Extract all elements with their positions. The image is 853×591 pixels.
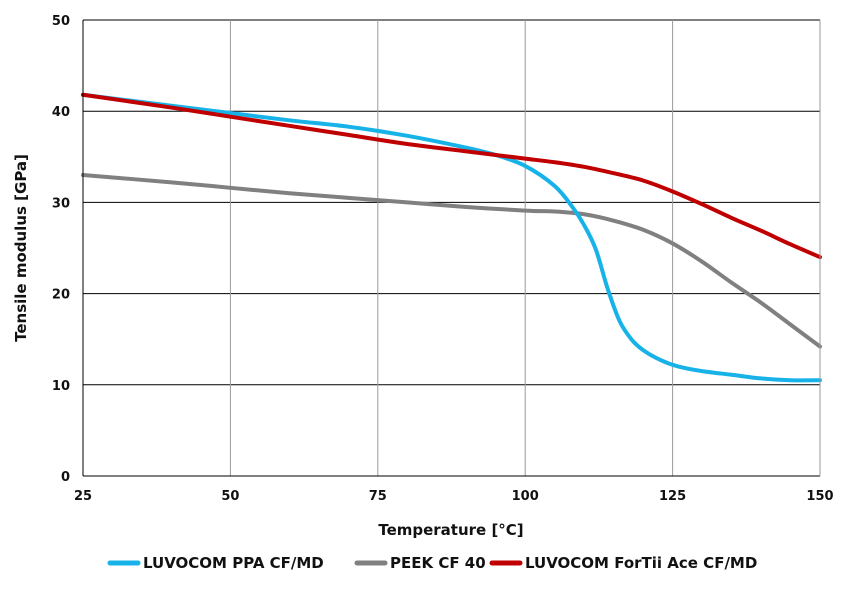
y-axis-title: Tensile modulus [GPa]	[12, 154, 30, 342]
y-tick-label: 30	[52, 196, 70, 211]
tick-labels: 0 10 20 30 40 50 25 50 75 100 125 150	[52, 14, 834, 504]
series-line-2	[81, 92, 822, 260]
legend-label-0: LUVOCOM PPA CF/MD	[143, 554, 324, 572]
grid	[83, 19, 820, 476]
legend-label-1: PEEK CF 40	[390, 554, 486, 572]
x-tick-label: 125	[659, 489, 686, 504]
x-tick-label: 75	[369, 489, 387, 504]
y-tick-label: 20	[52, 288, 70, 303]
x-tick-label: 25	[74, 489, 92, 504]
y-tick-label: 0	[61, 470, 70, 485]
x-tick-label: 50	[221, 489, 239, 504]
legend: LUVOCOM PPA CF/MD PEEK CF 40 LUVOCOM ForTi…	[107, 554, 757, 572]
series-line-1	[81, 173, 822, 349]
series-lines	[81, 92, 822, 383]
y-tick-label: 10	[52, 379, 70, 394]
x-axis-title: Temperature [°C]	[378, 521, 523, 539]
y-tick-label: 40	[52, 105, 70, 120]
axes	[82, 20, 821, 477]
x-tick-label: 150	[806, 489, 833, 504]
x-tick-label: 100	[512, 489, 539, 504]
series-line-0	[81, 92, 822, 383]
y-tick-label: 50	[52, 14, 70, 29]
legend-label-2: LUVOCOM ForTii Ace CF/MD	[525, 554, 757, 572]
